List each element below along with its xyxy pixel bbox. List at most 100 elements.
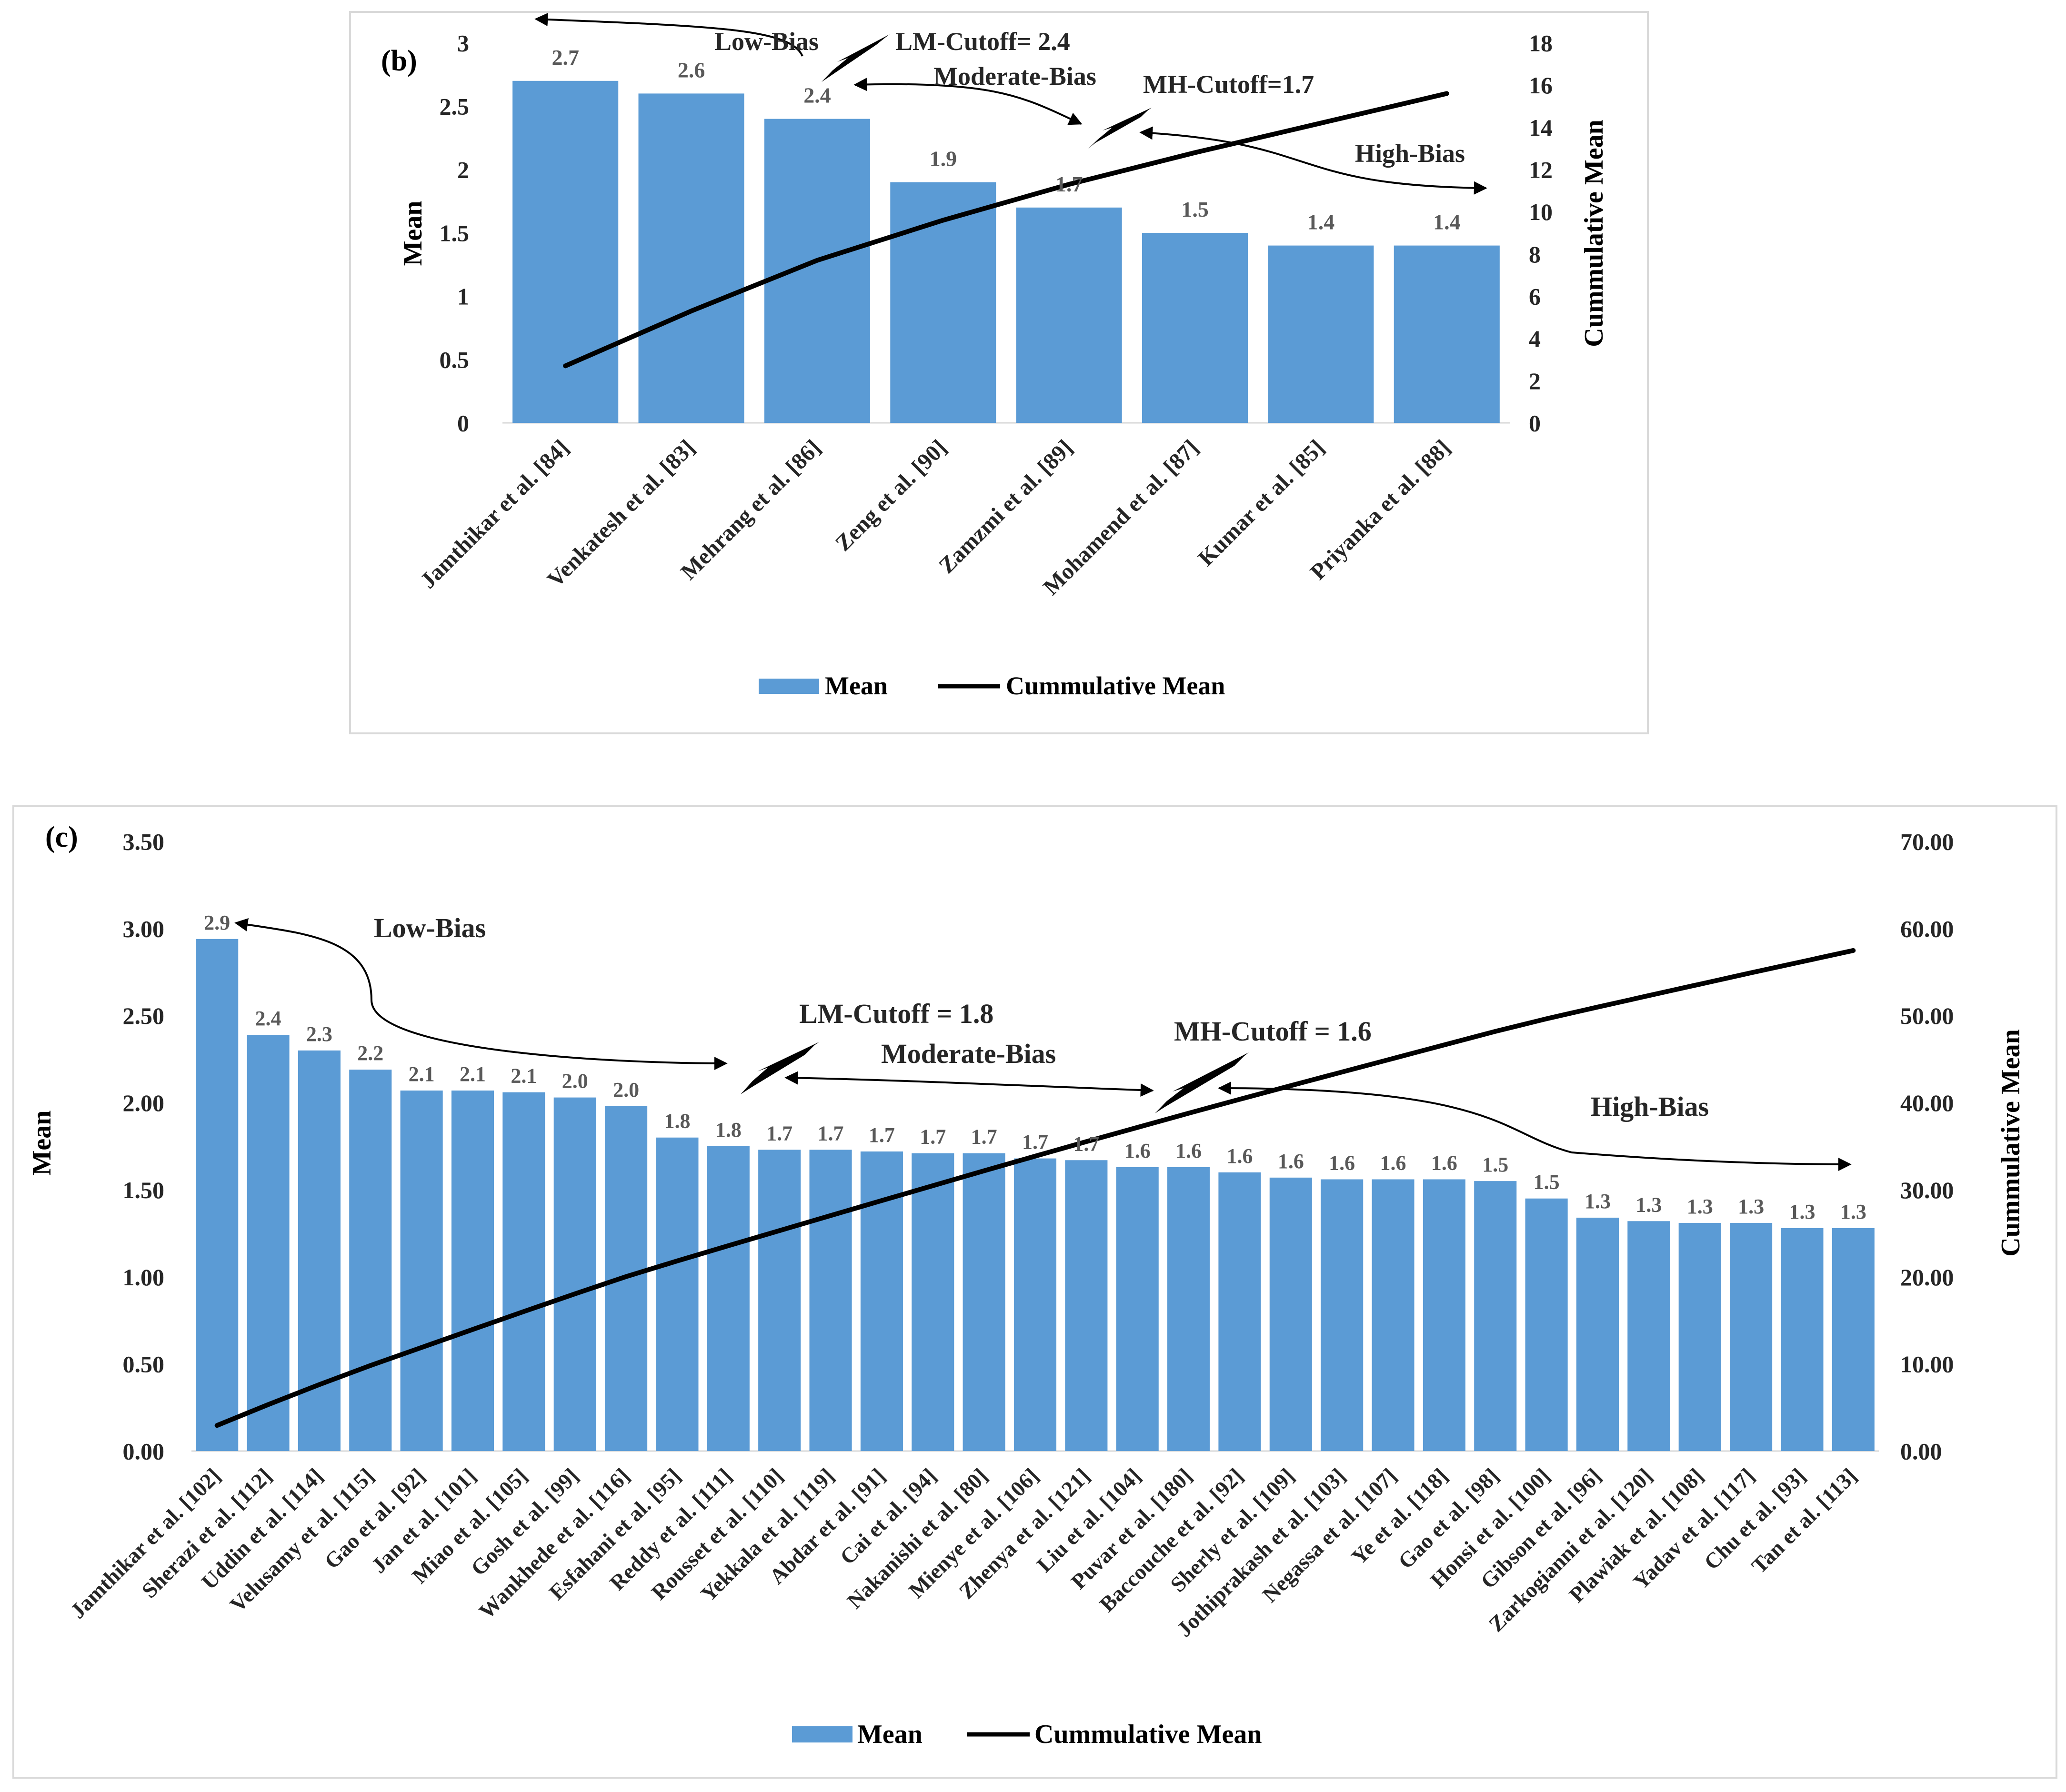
chart-b-left-tick: 0.5 [440,347,470,373]
chart-c-data-label: 2.1 [460,1062,486,1086]
chart-b-bar [1394,245,1500,423]
chart-c-data-label: 1.3 [1789,1200,1815,1223]
chart-b-low-bias-label: Low-Bias [714,27,819,56]
chart-c-data-label: 1.8 [715,1118,742,1141]
chart-c-data-label: 1.3 [1840,1200,1866,1223]
chart-b-right-tick: 2 [1529,368,1541,394]
chart-c-left-tick: 3.50 [123,829,165,855]
chart-c-bar [1269,1177,1312,1451]
chart-c-data-label: 2.3 [306,1022,332,1046]
chart-b-bar [512,80,619,423]
chart-c-data-label: 1.6 [1431,1151,1457,1174]
chart-c-left-tick: 1.00 [123,1264,165,1291]
chart-b-right-tick: 8 [1529,241,1541,268]
chart-c-bar [1781,1228,1824,1451]
chart-c-lm-cutoff-label: LM-Cutoff = 1.8 [799,998,993,1029]
chart-c-right-tick: 10.00 [1900,1351,1954,1378]
chart-b-right-tick: 4 [1529,325,1541,352]
chart-c-data-label: 1.6 [1124,1139,1151,1162]
chart-b-y-left-title: Mean [398,201,428,266]
chart-c-data-label: 1.7 [920,1125,946,1149]
chart-c-right-ticks: 0.00 10.00 20.00 30.00 40.00 50.00 60.00 70.00 [1900,829,1954,1465]
chart-b-high-bias-label: High-Bias [1355,139,1465,168]
chart-c-left-tick: 3.00 [123,915,165,942]
chart-b-right-tick: 14 [1529,114,1553,141]
chart-c-bar [400,1090,443,1451]
chart-b-data-label: 1.9 [930,147,957,171]
chart-c-bar [247,1034,290,1451]
chart-b-left-tick: 1.5 [440,220,470,247]
chart-b-lm-cutoff-label: LM-Cutoff= 2.4 [895,27,1070,56]
chart-c-low-bias-label: Low-Bias [374,912,486,943]
chart-c-annotations: Low-Bias LM-Cutoff = 1.8 Moderate-Bias M… [234,912,1852,1171]
chart-c-data-label: 1.6 [1278,1150,1304,1173]
chart-b-bars [502,80,1510,424]
chart-c-bar [451,1090,494,1451]
chart-b-bar [764,119,870,423]
chart-c: (c) 0.00 0.50 1.00 1.50 2.00 2.50 3.00 3.50 0.0… [12,805,2057,1779]
chart-c-bar [1218,1172,1261,1451]
chart-c-bar [758,1150,801,1451]
chart-b-mh-cutoff-label: MH-Cutoff=1.7 [1143,70,1314,99]
chart-c-bars [191,939,1879,1452]
chart-c-bar [1474,1181,1517,1451]
chart-c-left-ticks: 0.00 0.50 1.00 1.50 2.00 2.50 3.00 3.50 [123,829,165,1465]
chart-c-bar [553,1097,596,1451]
chart-c-right-tick: 40.00 [1900,1090,1954,1116]
chart-c-data-label: 1.7 [971,1125,997,1149]
chart-b-right-tick: 0 [1529,410,1541,437]
chart-c-panel-label: (c) [45,821,78,853]
chart-b-panel-label: (b) [381,45,417,77]
chart-c-data-label: 1.5 [1534,1171,1560,1194]
chart-b-right-tick: 18 [1529,30,1553,57]
chart-b-high-bias-arrow [1139,126,1487,195]
chart-c-moderate-bias-label: Moderate-Bias [881,1038,1056,1069]
chart-c-bar [1423,1179,1465,1451]
chart-c-data-label: 1.7 [869,1123,895,1147]
chart-b-moderate-bias-label: Moderate-Bias [933,62,1096,90]
chart-c-bar [1321,1179,1364,1451]
chart-c-data-label: 1.8 [664,1110,690,1133]
chart-c-data-label: 2.4 [255,1007,281,1030]
chart-b-left-ticks: 0 0.5 1 1.5 2 2.5 3 [440,30,470,437]
chart-b-y-right-title: Cummulative Mean [1579,120,1609,347]
chart-c-data-label: 1.5 [1482,1153,1508,1176]
chart-c-data-label: 1.7 [1073,1132,1099,1155]
chart-b-bar [638,93,744,423]
chart-c-data-label: 2.2 [357,1041,383,1065]
chart-c-y-left-title: Mean [27,1111,57,1176]
chart-b: (b) 0 0.5 1 1.5 2 2.5 3 0 2 4 6 8 10 12 14 16 18 2.7 2.6… [349,11,1649,734]
chart-c-bar [809,1150,852,1451]
chart-b-right-tick: 12 [1529,157,1553,183]
chart-c-left-tick: 1.50 [123,1177,165,1203]
chart-c-data-label: 2.0 [613,1078,639,1101]
chart-b-lm-cutoff-pointer [822,34,890,82]
chart-c-bar [1576,1217,1619,1451]
chart-c-left-tick: 2.50 [123,1002,165,1029]
chart-c-right-tick: 20.00 [1900,1264,1954,1291]
chart-c-bar [912,1153,954,1451]
chart-b-legend: Mean Cummulative Mean [759,671,1225,700]
chart-b-bar [1268,245,1374,423]
chart-c-bar [1832,1228,1875,1451]
chart-b-data-label: 1.7 [1055,172,1083,196]
chart-c-left-tick: 2.00 [123,1090,165,1116]
chart-c-data-label: 2.0 [562,1070,588,1093]
chart-c-data-label: 1.6 [1380,1151,1406,1174]
chart-c-data-label: 1.6 [1226,1144,1253,1168]
chart-c-bar [502,1092,545,1451]
chart-b-legend-bar-swatch [759,679,819,694]
chart-c-data-label: 1.6 [1175,1139,1202,1162]
chart-b-right-tick: 10 [1529,199,1553,225]
chart-b-right-tick: 16 [1529,72,1553,99]
chart-c-data-label: 1.3 [1738,1195,1764,1218]
chart-c-data-label: 1.7 [818,1121,844,1145]
chart-c-right-tick: 30.00 [1900,1177,1954,1203]
chart-c-high-bias-arrow [1218,1081,1852,1171]
chart-b-left-tick: 0 [457,410,469,437]
chart-c-legend-bar-label: Mean [857,1720,923,1749]
chart-c-left-tick: 0.50 [123,1351,165,1378]
chart-c-bar [1730,1222,1773,1451]
chart-b-data-label: 2.6 [678,58,705,82]
chart-c-mh-cutoff-pointer [1155,1052,1249,1113]
